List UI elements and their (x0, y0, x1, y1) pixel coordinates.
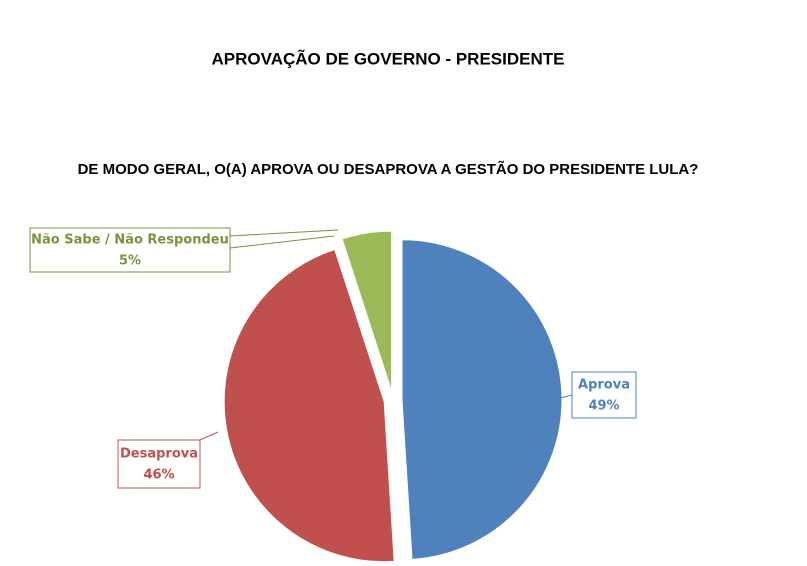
slice-label: Aprova (578, 378, 630, 393)
pie-slice (401, 239, 563, 560)
slice-value-label: 46% (143, 468, 174, 483)
leader-line (229, 229, 339, 237)
label-box (117, 439, 201, 489)
label-box (29, 227, 231, 273)
pie-slice (341, 230, 393, 392)
leader-line (199, 431, 219, 441)
pie-slice (223, 248, 395, 563)
slice-label: Não Sabe / Não Respondeu (31, 233, 229, 248)
label-box (571, 371, 637, 419)
leader-line (229, 235, 335, 249)
chart-title: APROVAÇÃO DE GOVERNO - PRESIDENTE (212, 48, 565, 68)
slice-value-label: 49% (588, 399, 619, 414)
slice-value-label: 5% (119, 254, 141, 269)
chart-subtitle: DE MODO GERAL, O(A) APROVA OU DESAPROVA … (78, 160, 699, 178)
slice-label: Desaprova (120, 447, 198, 462)
leader-line (552, 394, 573, 401)
